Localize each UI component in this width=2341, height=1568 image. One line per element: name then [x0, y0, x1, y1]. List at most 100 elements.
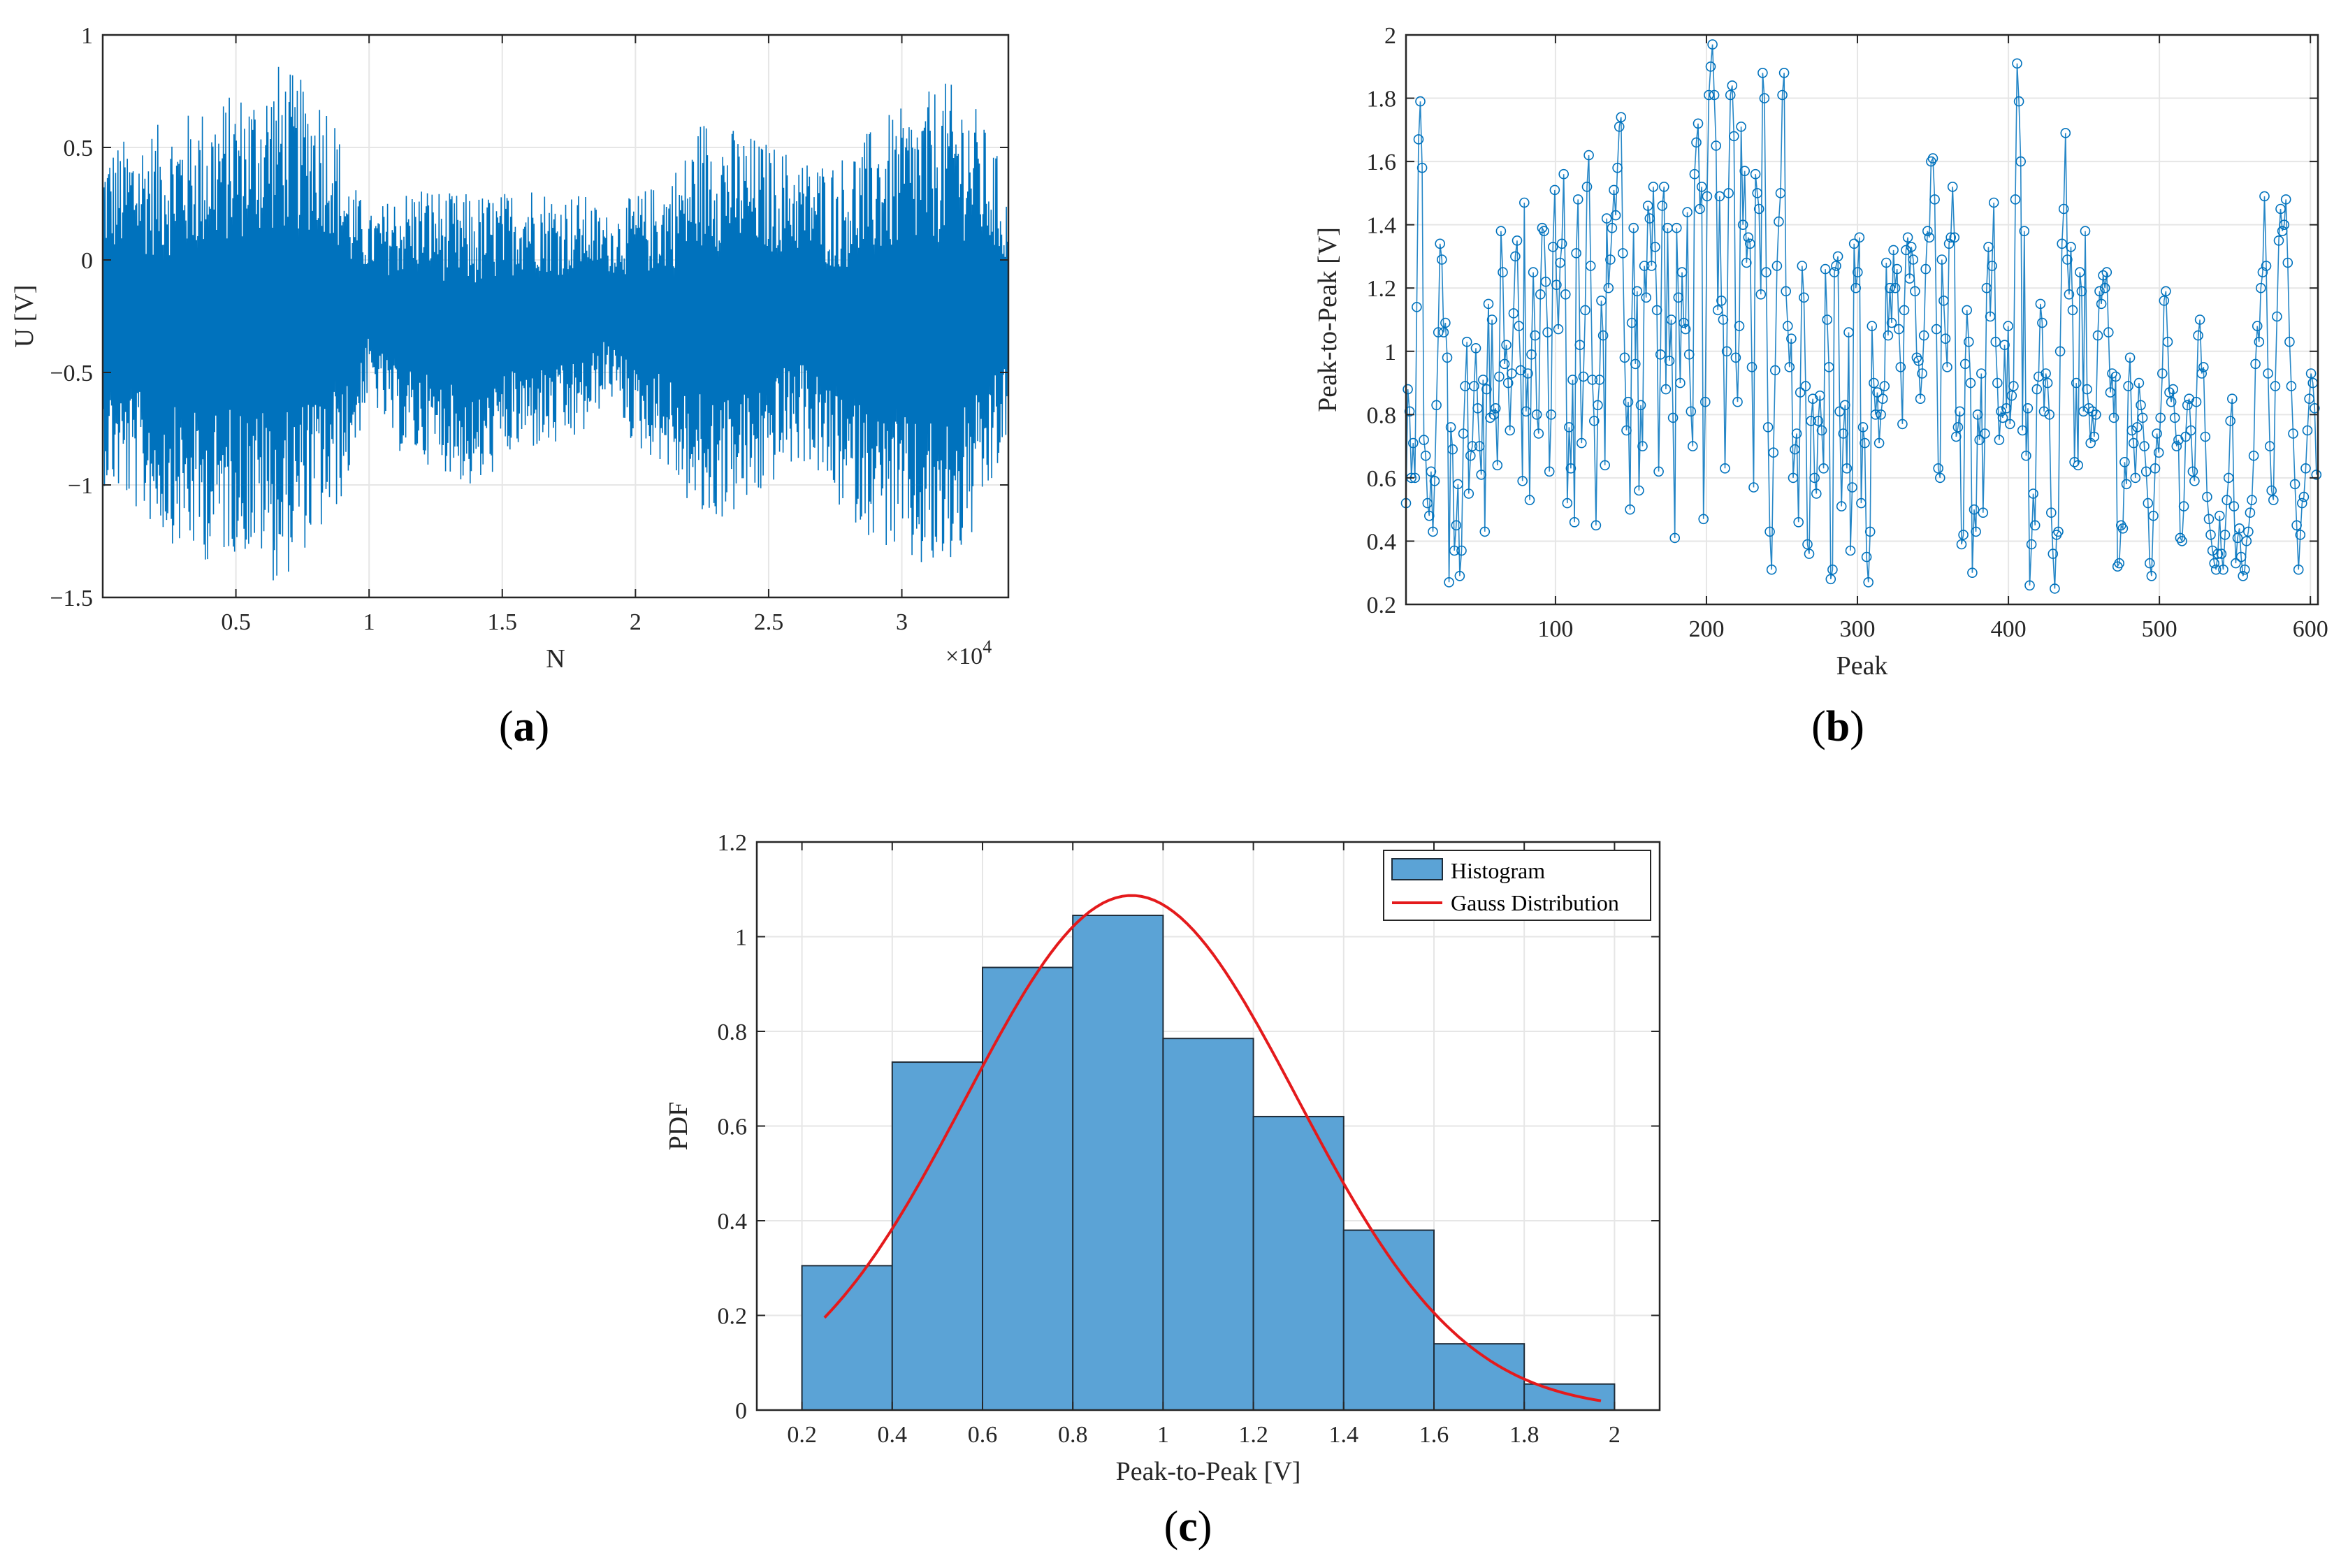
peak-point-373	[2069, 456, 2080, 467]
peak-point-111	[1600, 460, 1610, 471]
peak-point-500	[2297, 498, 2307, 509]
peak-point-260	[1867, 321, 1878, 331]
peak-point-149	[1667, 412, 1679, 423]
peak-point-176	[1716, 295, 1727, 306]
peak-point-362	[2050, 583, 2060, 594]
peak-point-471	[2245, 507, 2256, 518]
peak-point-115	[1607, 222, 1618, 233]
peak-point-386	[2092, 330, 2103, 341]
peak-point-44	[1479, 526, 1491, 537]
peak-point-318	[1971, 526, 1981, 537]
peak-point-70	[1526, 349, 1537, 360]
peak-point-428	[2168, 384, 2178, 395]
peak-point-388	[2096, 298, 2107, 310]
peak-point-250	[1848, 238, 1860, 249]
peak-point-29	[1453, 479, 1463, 490]
peak-point-265	[1876, 409, 1886, 420]
peak-point-226	[1806, 416, 1816, 426]
peak-point-230	[1813, 416, 1824, 426]
peak-point-54	[1498, 267, 1508, 277]
y-tick-label-8: 1.8	[1367, 87, 1397, 112]
y-tick-label-3: 0.8	[1367, 402, 1397, 428]
peak-point-459	[2223, 472, 2234, 484]
x-tick-label-2: 0.6	[968, 1422, 998, 1448]
peak-point-316	[1967, 567, 1978, 579]
peak-point-341	[2012, 58, 2022, 69]
peak-point-42	[1476, 470, 1486, 480]
peak-point-460	[2225, 416, 2235, 426]
peak-point-352	[2031, 384, 2043, 395]
peak-point-344	[2017, 425, 2028, 436]
peak-point-474	[2250, 358, 2261, 370]
x-tick-label-1: 1	[363, 609, 375, 635]
x-tick-label-3: 0.8	[1058, 1422, 1088, 1448]
peak-point-267	[1879, 381, 1890, 391]
y-tick-label-2: −0.5	[50, 361, 93, 386]
peak-point-125	[1625, 504, 1635, 515]
peak-point-333	[1997, 412, 2008, 423]
peak-point-164	[1695, 203, 1705, 215]
peak-point-72	[1530, 330, 1540, 341]
peak-point-381	[2083, 402, 2094, 414]
peak-point-161	[1689, 168, 1700, 180]
peak-point-364	[2053, 526, 2064, 537]
peak-point-177	[1718, 314, 1729, 325]
peak-point-41	[1474, 441, 1485, 451]
y-tick-label-5: 1	[735, 925, 747, 951]
signal-line	[102, 66, 1009, 581]
peak-point-290	[1920, 263, 1931, 275]
peak-point-11	[1420, 450, 1431, 461]
peak-point-419	[2152, 428, 2162, 439]
peak-point-123	[1621, 425, 1632, 436]
histogram-bar-3	[1072, 915, 1164, 1411]
peak-point-190	[1741, 257, 1752, 268]
peak-point-124	[1623, 396, 1634, 407]
peak-point-71	[1528, 267, 1539, 277]
y-tick-label-5: 1	[81, 23, 93, 49]
peak-point-463	[2231, 558, 2241, 569]
peak-point-391	[2101, 267, 2112, 277]
peak-point-229	[1811, 488, 1822, 499]
peak-point-136	[1644, 213, 1655, 224]
gauss-curve	[823, 894, 1602, 1402]
exponent-power: 4	[983, 637, 992, 657]
peak-point-359	[2044, 409, 2054, 420]
peak-point-433	[2177, 536, 2187, 546]
peak-point-77	[1539, 226, 1549, 237]
peak-point-135	[1642, 201, 1653, 211]
peak-point-213	[1783, 321, 1793, 331]
peak-point-322	[1978, 507, 1989, 518]
peak-point-215	[1786, 333, 1797, 344]
peak-point-270	[1885, 282, 1895, 293]
peak-point-248	[1845, 545, 1856, 556]
peak-point-369	[2062, 254, 2073, 265]
peak-point-150	[1669, 532, 1680, 544]
peak-point-15	[1428, 526, 1438, 537]
peak-point-368	[2060, 128, 2071, 138]
peak-point-503	[2302, 425, 2313, 436]
peak-point-421	[2155, 412, 2166, 423]
peak-point-12	[1422, 498, 1433, 509]
peak-point-303	[1943, 238, 1955, 249]
peak-point-83	[1549, 184, 1560, 196]
peak-point-199	[1757, 68, 1768, 78]
peak-point-156	[1680, 324, 1691, 335]
peak-point-151	[1672, 222, 1682, 233]
peak-point-23	[1442, 352, 1453, 363]
peak-point-507	[2310, 402, 2320, 414]
peak-point-144	[1659, 181, 1669, 192]
peak-point-4	[1408, 437, 1419, 449]
peak-point-485	[2270, 381, 2281, 391]
peak-point-466	[2235, 551, 2247, 562]
peak-point-326	[1985, 311, 1996, 322]
peak-point-426	[2164, 387, 2175, 398]
peak-point-330	[1992, 377, 2003, 389]
peak-point-447	[2202, 491, 2212, 502]
peak-point-356	[2038, 406, 2050, 417]
peak-point-131	[1635, 400, 1646, 411]
peak-point-278	[1899, 305, 1910, 316]
peak-point-493	[2284, 336, 2295, 347]
peak-point-181	[1725, 89, 1736, 101]
peak-point-494	[2286, 381, 2297, 391]
peak-point-22	[1440, 317, 1451, 328]
